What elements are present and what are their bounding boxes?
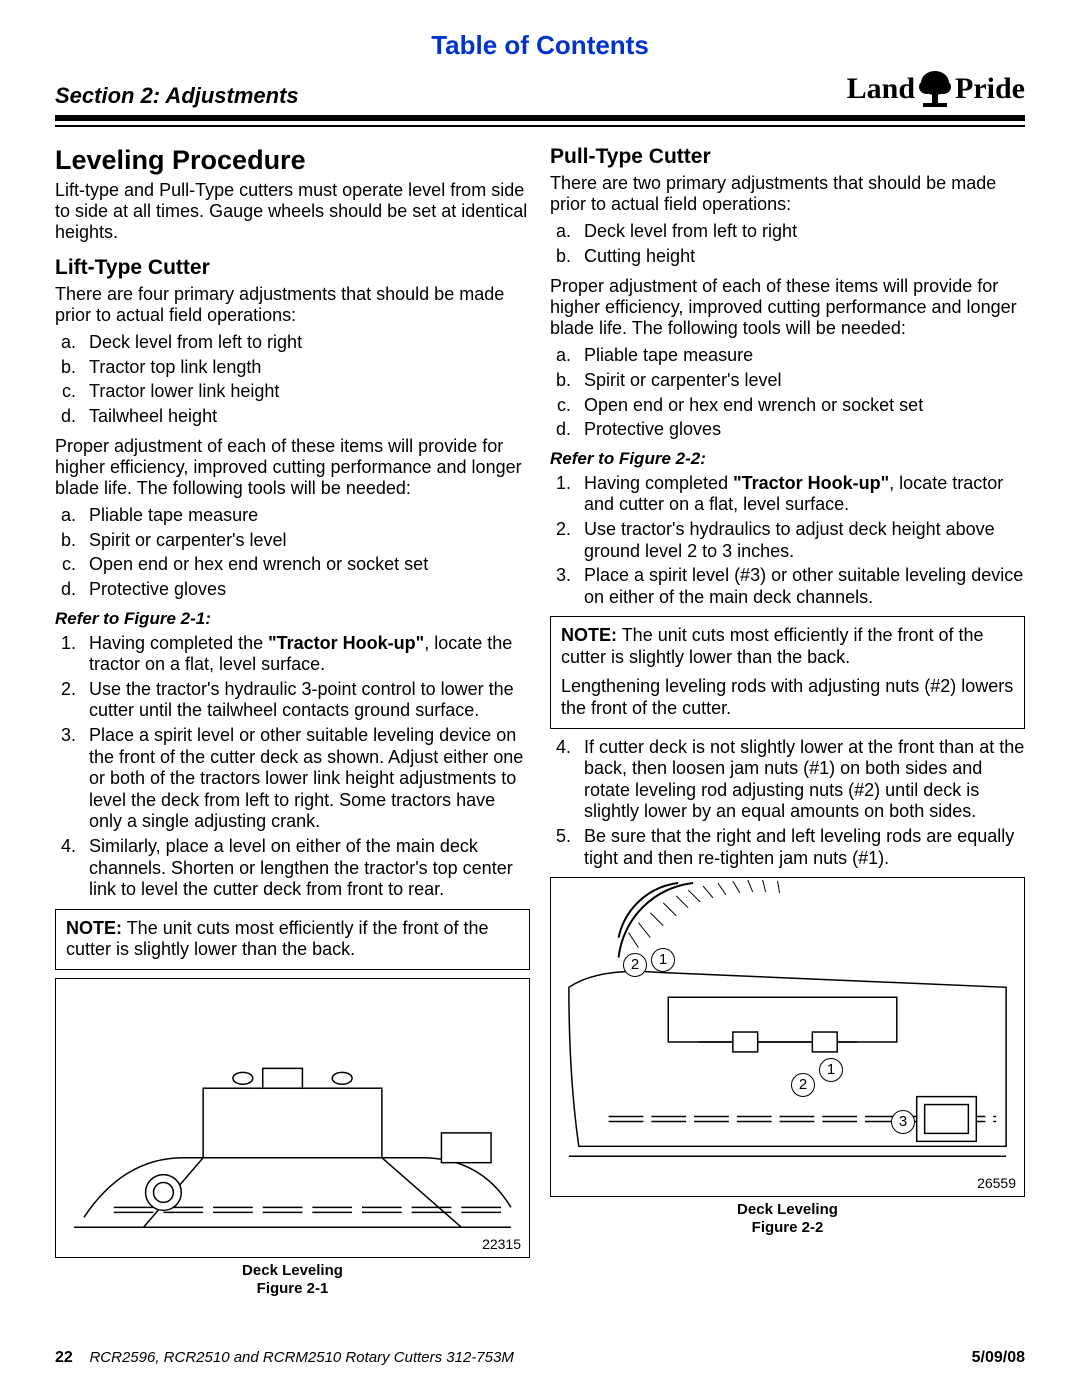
toc-link[interactable]: Table of Contents xyxy=(55,30,1025,61)
list-item: Be sure that the right and left leveling… xyxy=(576,826,1025,869)
note-text: The unit cuts most efficiently if the fr… xyxy=(561,625,984,667)
list-item: Use tractor's hydraulics to adjust deck … xyxy=(576,519,1025,562)
refer-fig-2-2: Refer to Figure 2-2: xyxy=(550,449,1025,469)
list-item: Use the tractor's hydraulic 3-point cont… xyxy=(81,679,530,722)
list-item: Cutting height xyxy=(576,246,1025,268)
note-text-2: Lengthening leveling rods with adjusting… xyxy=(561,676,1014,719)
figure-2-1: 22315 xyxy=(55,978,530,1258)
right-column: Pull-Type Cutter There are two primary a… xyxy=(550,145,1025,1298)
content-columns: Leveling Procedure Lift-type and Pull-Ty… xyxy=(55,145,1025,1298)
figure-caption: Deck Leveling Figure 2-1 xyxy=(55,1262,530,1298)
intro-text: Lift-type and Pull-Type cutters must ope… xyxy=(55,180,530,244)
list-item: Place a spirit level (#3) or other suita… xyxy=(576,565,1025,608)
list-item: If cutter deck is not slightly lower at … xyxy=(576,737,1025,823)
list-item: Protective gloves xyxy=(576,419,1025,441)
lift-p2: Proper adjustment of each of these items… xyxy=(55,436,530,500)
list-item: Having completed the "Tractor Hook-up", … xyxy=(81,633,530,676)
list-item: Pliable tape measure xyxy=(576,345,1025,367)
lift-p1: There are four primary adjustments that … xyxy=(55,284,530,326)
list-item: Place a spirit level or other suitable l… xyxy=(81,725,530,833)
pull-adjustments-list: Deck level from left to right Cutting he… xyxy=(576,221,1025,267)
main-heading: Leveling Procedure xyxy=(55,145,530,176)
lift-steps-list: Having completed the "Tractor Hook-up", … xyxy=(81,633,530,901)
section-title: Section 2: Adjustments xyxy=(55,83,299,109)
pull-type-heading: Pull-Type Cutter xyxy=(550,145,1025,169)
doc-date: 5/09/08 xyxy=(972,1349,1025,1367)
list-item: Deck level from left to right xyxy=(576,221,1025,243)
doc-id: RCR2596, RCR2510 and RCRM2510 Rotary Cut… xyxy=(89,1349,513,1366)
list-item: Tractor top link length xyxy=(81,357,530,379)
page-footer: 22 RCR2596, RCR2510 and RCRM2510 Rotary … xyxy=(55,1349,1025,1367)
list-item: Tractor lower link height xyxy=(81,381,530,403)
lift-adjustments-list: Deck level from left to right Tractor to… xyxy=(81,332,530,427)
caption-line: Figure 2-2 xyxy=(752,1219,824,1236)
caption-line: Deck Leveling xyxy=(737,1201,838,1218)
brand-logo: Land Pride xyxy=(847,69,1025,109)
refer-fig-2-1: Refer to Figure 2-1: xyxy=(55,609,530,629)
note-box-left: NOTE: The unit cuts most efficiently if … xyxy=(55,909,530,970)
lift-type-heading: Lift-Type Cutter xyxy=(55,256,530,280)
note-label: NOTE: xyxy=(561,625,617,645)
note-label: NOTE: xyxy=(66,918,122,938)
note-text: The unit cuts most efficiently if the fr… xyxy=(66,918,489,960)
list-item: Similarly, place a level on either of th… xyxy=(81,836,530,901)
step-text: Having completed the xyxy=(89,633,268,653)
list-item: Spirit or carpenter's level xyxy=(576,370,1025,392)
pull-tools-list: Pliable tape measure Spirit or carpenter… xyxy=(576,345,1025,440)
logo-text-right: Pride xyxy=(955,72,1025,106)
step-text: Having completed xyxy=(584,473,733,493)
list-item: Deck level from left to right xyxy=(81,332,530,354)
header-row: Section 2: Adjustments Land Pride xyxy=(55,69,1025,109)
caption-line: Figure 2-1 xyxy=(257,1280,329,1297)
figure-2-2: 2 1 1 2 3 26559 xyxy=(550,877,1025,1197)
list-item: Having completed "Tractor Hook-up", loca… xyxy=(576,473,1025,516)
list-item: Tailwheel height xyxy=(81,406,530,428)
lift-tools-list: Pliable tape measure Spirit or carpenter… xyxy=(81,505,530,600)
deck-leveling-sketch-2 xyxy=(551,878,1024,1196)
caption-line: Deck Leveling xyxy=(242,1262,343,1279)
left-column: Leveling Procedure Lift-type and Pull-Ty… xyxy=(55,145,530,1298)
step-bold: "Tractor Hook-up" xyxy=(733,473,889,493)
figure-number: 26559 xyxy=(977,1175,1016,1191)
figure-number: 22315 xyxy=(482,1236,521,1252)
pull-steps-list-2: If cutter deck is not slightly lower at … xyxy=(576,737,1025,870)
logo-text-left: Land xyxy=(847,72,915,106)
page-number: 22 xyxy=(55,1349,73,1366)
step-bold: "Tractor Hook-up" xyxy=(268,633,424,653)
figure-caption: Deck Leveling Figure 2-2 xyxy=(550,1201,1025,1237)
note-box-right: NOTE: The unit cuts most efficiently if … xyxy=(550,616,1025,728)
list-item: Open end or hex end wrench or socket set xyxy=(81,554,530,576)
tree-icon xyxy=(917,69,953,109)
list-item: Pliable tape measure xyxy=(81,505,530,527)
pull-p1: There are two primary adjustments that s… xyxy=(550,173,1025,215)
list-item: Protective gloves xyxy=(81,579,530,601)
pull-steps-list: Having completed "Tractor Hook-up", loca… xyxy=(576,473,1025,609)
list-item: Spirit or carpenter's level xyxy=(81,530,530,552)
deck-leveling-sketch-1 xyxy=(56,979,529,1257)
list-item: Open end or hex end wrench or socket set xyxy=(576,395,1025,417)
pull-p2: Proper adjustment of each of these items… xyxy=(550,276,1025,340)
header-divider xyxy=(55,115,1025,127)
